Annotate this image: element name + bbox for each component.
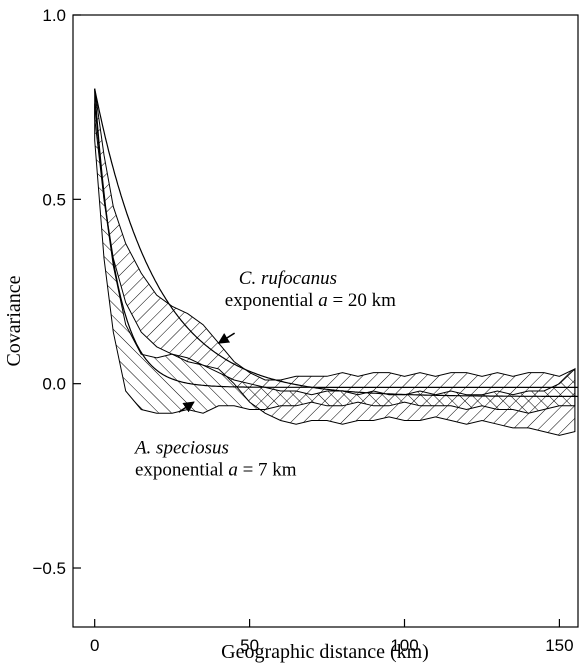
y-tick-label: 0.0 <box>42 375 66 394</box>
annotation-species-name: A. speciosus <box>133 438 229 459</box>
y-tick-label: 1.0 <box>42 6 66 25</box>
x-axis-title: Geographic distance (km) <box>221 641 429 663</box>
exponential-curve-1 <box>94 88 578 398</box>
axis-ticks: 0 50 100 150 1.0 0.5 0.0 −0.5 <box>32 6 573 655</box>
annotation-model-prefix: exponential <box>225 290 318 311</box>
annotation-param: a <box>228 460 238 481</box>
plot-frame <box>72 14 579 628</box>
annotation-arrow <box>217 332 236 344</box>
annotation-species-name: C. rufocanus <box>239 268 337 289</box>
x-tick-label: 100 <box>390 636 418 655</box>
annotation-model: exponential a = 20 km <box>225 290 396 311</box>
x-tick-label: 0 <box>90 636 99 655</box>
annotation-c-rufocanus: C. rufocanus exponential a = 20 km <box>217 268 396 344</box>
x-tick-label: 150 <box>545 636 573 655</box>
band-a-speciosus <box>94 103 576 414</box>
y-tick-label: −0.5 <box>32 559 66 578</box>
exponential-fits <box>94 88 578 398</box>
annotation-model-suffix: = 20 km <box>328 290 396 311</box>
x-tick-label: 50 <box>240 636 259 655</box>
confidence-bands <box>94 88 576 436</box>
exponential-curve-2 <box>94 88 578 388</box>
annotation-param: a <box>318 290 328 311</box>
annotation-model-prefix: exponential <box>135 460 228 481</box>
annotation-arrow <box>178 401 195 413</box>
annotation-a-speciosus: A. speciosus exponential a = 7 km <box>133 401 297 481</box>
y-axis-title: Covariance <box>3 275 25 366</box>
annotation-model: exponential a = 7 km <box>135 460 297 481</box>
y-tick-label: 0.5 <box>42 190 66 209</box>
annotation-model-suffix: = 7 km <box>238 460 297 481</box>
